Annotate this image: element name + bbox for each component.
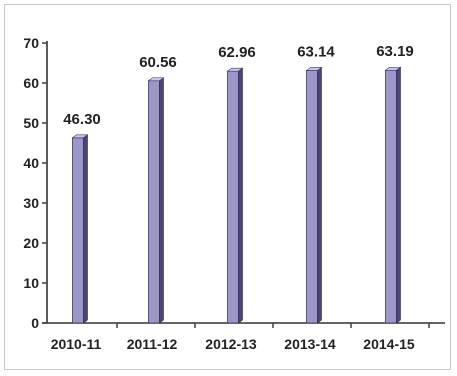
data-label: 63.14 xyxy=(297,43,335,60)
y-tick-label: 40 xyxy=(23,155,39,171)
y-tick-label: 0 xyxy=(31,315,39,331)
bar-2010-11 xyxy=(71,134,89,324)
y-tick-label: 20 xyxy=(23,235,39,251)
bar-top xyxy=(305,67,323,71)
chart-axes: 0 10 20 30 40 50 60 70 xyxy=(23,35,445,331)
x-tick-label: 2010-11 xyxy=(51,336,102,352)
data-label: 62.96 xyxy=(218,44,256,61)
bar-top xyxy=(71,134,89,139)
x-tick-label: 2013-14 xyxy=(284,336,336,352)
x-tick-label: 2012-13 xyxy=(205,336,257,352)
bar-2011-12 xyxy=(147,77,165,324)
y-tick-label: 50 xyxy=(23,115,39,131)
bar-side xyxy=(159,77,164,324)
bar-front xyxy=(148,80,160,324)
chart-labels: 46.30 2010-11 60.56 2011-12 62.96 2012-13 63.1… xyxy=(51,43,415,352)
y-tick-label: 70 xyxy=(23,35,39,51)
x-tick-label: 2011-12 xyxy=(127,336,178,352)
chart-frame: 0 10 20 30 40 50 60 70 46.30 2010-11 60.56 2011-12… xyxy=(4,4,451,370)
x-tick-label: 2014-15 xyxy=(363,336,415,352)
bar-side xyxy=(396,66,401,324)
bar-top xyxy=(226,67,244,72)
data-label: 46.30 xyxy=(63,111,101,128)
bar-front xyxy=(306,70,318,324)
bar-front xyxy=(227,70,239,324)
bar-side xyxy=(317,66,322,324)
bar-side xyxy=(83,134,88,324)
data-label: 60.56 xyxy=(139,54,177,71)
bar-side xyxy=(238,67,243,324)
y-tick-label: 30 xyxy=(23,195,39,211)
bar-2014-15 xyxy=(384,66,402,324)
bar-top xyxy=(384,66,402,71)
y-tick-label: 60 xyxy=(23,75,39,91)
bar-top xyxy=(147,77,165,82)
bar-chart: 0 10 20 30 40 50 60 70 46.30 2010-11 60.56 2011-12… xyxy=(23,35,445,352)
bar-2013-14 xyxy=(305,66,323,324)
chart-bars xyxy=(71,66,402,324)
bar-front xyxy=(385,69,397,324)
y-tick-label: 10 xyxy=(23,275,39,291)
bar-2012-13 xyxy=(226,67,244,324)
data-label: 63.19 xyxy=(376,43,414,60)
bar-front xyxy=(72,137,84,324)
